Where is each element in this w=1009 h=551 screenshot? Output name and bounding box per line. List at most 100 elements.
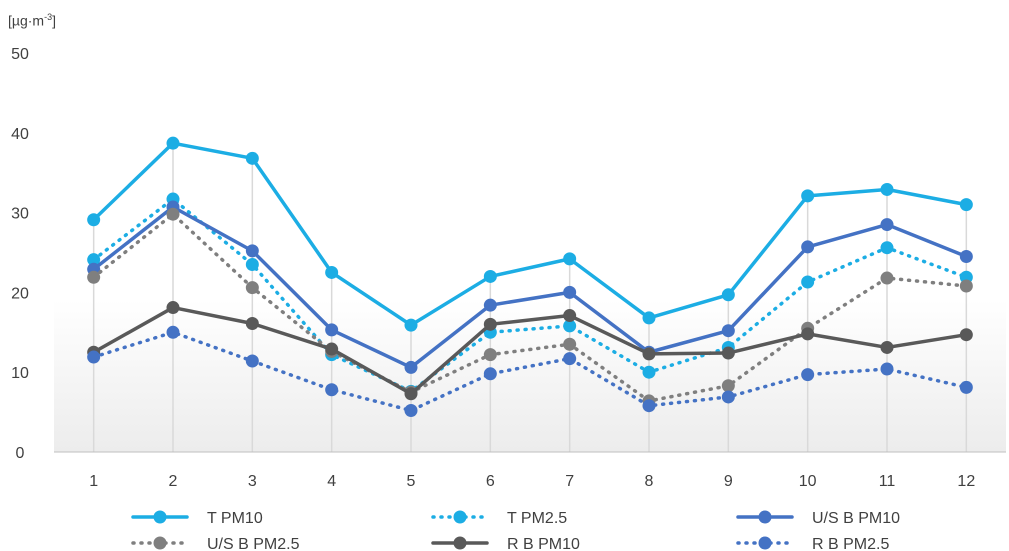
data-point bbox=[721, 379, 735, 393]
y-axis-unit-label: [µg·m-3] bbox=[8, 12, 56, 29]
data-point bbox=[959, 328, 973, 342]
data-point bbox=[325, 342, 339, 356]
data-point bbox=[959, 279, 973, 293]
data-point bbox=[245, 281, 259, 295]
legend-swatch-marker bbox=[758, 536, 772, 550]
legend-item: U/S B PM10 bbox=[736, 510, 900, 527]
data-point bbox=[801, 189, 815, 203]
y-tick-label: 40 bbox=[11, 126, 29, 143]
data-point bbox=[563, 285, 577, 299]
data-point bbox=[87, 253, 101, 267]
data-point bbox=[87, 350, 101, 364]
x-tick-label: 11 bbox=[879, 473, 896, 490]
series-line bbox=[91, 212, 969, 403]
legend-label: R B PM2.5 bbox=[812, 536, 889, 551]
series-t-pm10 bbox=[87, 136, 973, 332]
legend-swatch-marker bbox=[153, 536, 167, 550]
legend-item: T PM2.5 bbox=[431, 510, 567, 527]
legend-label: T PM2.5 bbox=[507, 510, 567, 527]
data-point bbox=[87, 270, 101, 284]
data-point bbox=[563, 252, 577, 266]
data-point bbox=[245, 244, 259, 258]
data-point bbox=[483, 269, 497, 283]
data-point bbox=[166, 136, 180, 150]
x-tick-label: 5 bbox=[407, 473, 416, 490]
data-point bbox=[563, 319, 577, 333]
data-point bbox=[642, 399, 656, 413]
legend-label: T PM10 bbox=[207, 510, 263, 527]
x-tick-label: 1 bbox=[89, 473, 98, 490]
y-tick-label: 0 bbox=[16, 445, 25, 462]
data-point bbox=[880, 362, 894, 376]
x-axis-ticks: 1 2 3 4 5 6 7 8 9 10 11 12 bbox=[89, 473, 975, 490]
data-point bbox=[166, 207, 180, 221]
data-point bbox=[959, 198, 973, 212]
legend: T PM10 T PM2.5 U/S B PM10 U/S B PM2.5 R B PM… bbox=[131, 510, 900, 551]
legend-label: R B PM10 bbox=[507, 536, 580, 551]
data-point bbox=[801, 368, 815, 382]
data-point bbox=[483, 348, 497, 362]
data-point bbox=[404, 387, 418, 401]
x-tick-label: 4 bbox=[327, 473, 336, 490]
series-layer bbox=[87, 136, 973, 418]
y-tick-label: 10 bbox=[11, 365, 29, 382]
data-point bbox=[801, 327, 815, 341]
legend-label: U/S B PM2.5 bbox=[207, 536, 300, 551]
legend-swatch-marker bbox=[453, 510, 467, 524]
data-point bbox=[642, 365, 656, 379]
data-point bbox=[563, 337, 577, 351]
x-tick-label: 10 bbox=[799, 473, 817, 490]
x-tick-label: 3 bbox=[248, 473, 257, 490]
data-point bbox=[642, 347, 656, 361]
data-point bbox=[87, 213, 101, 227]
y-axis-ticks: 0 10 20 30 40 50 bbox=[11, 46, 29, 462]
data-point bbox=[245, 317, 259, 331]
legend-item: R B PM2.5 bbox=[736, 536, 889, 551]
legend-item: U/S B PM2.5 bbox=[131, 536, 300, 551]
data-point bbox=[563, 352, 577, 366]
data-point bbox=[880, 218, 894, 232]
data-point bbox=[404, 404, 418, 418]
series-r-b-pm10 bbox=[87, 301, 973, 401]
data-point bbox=[880, 340, 894, 354]
data-point bbox=[483, 298, 497, 312]
data-point bbox=[404, 360, 418, 374]
data-point bbox=[959, 249, 973, 263]
data-point bbox=[721, 346, 735, 360]
data-point bbox=[880, 182, 894, 196]
legend-label: U/S B PM10 bbox=[812, 510, 900, 527]
data-point bbox=[880, 271, 894, 285]
data-point bbox=[245, 354, 259, 368]
x-tick-label: 7 bbox=[565, 473, 574, 490]
x-tick-label: 6 bbox=[486, 473, 495, 490]
data-point bbox=[166, 301, 180, 315]
data-point bbox=[642, 311, 656, 325]
data-point bbox=[563, 309, 577, 323]
y-tick-label: 20 bbox=[11, 285, 29, 302]
x-tick-label: 12 bbox=[957, 473, 975, 490]
series-line bbox=[91, 197, 969, 394]
data-point bbox=[880, 241, 894, 255]
plot-area-background bbox=[54, 300, 1006, 452]
x-tick-label: 9 bbox=[724, 473, 733, 490]
data-point bbox=[721, 324, 735, 338]
data-point bbox=[801, 240, 815, 254]
data-point bbox=[325, 265, 339, 279]
data-point bbox=[959, 380, 973, 394]
y-tick-label: 50 bbox=[11, 46, 29, 63]
legend-swatch-marker bbox=[153, 510, 167, 524]
y-tick-label: 30 bbox=[11, 206, 29, 223]
series-line bbox=[91, 205, 969, 370]
series-line bbox=[91, 141, 969, 327]
data-point bbox=[801, 275, 815, 289]
data-point bbox=[245, 151, 259, 165]
data-point bbox=[483, 317, 497, 331]
legend-item: T PM10 bbox=[131, 510, 263, 527]
series-line bbox=[91, 330, 969, 413]
data-point bbox=[166, 325, 180, 339]
data-point bbox=[721, 390, 735, 404]
legend-item: R B PM10 bbox=[431, 536, 580, 551]
data-point bbox=[325, 383, 339, 397]
x-tick-label: 8 bbox=[645, 473, 654, 490]
